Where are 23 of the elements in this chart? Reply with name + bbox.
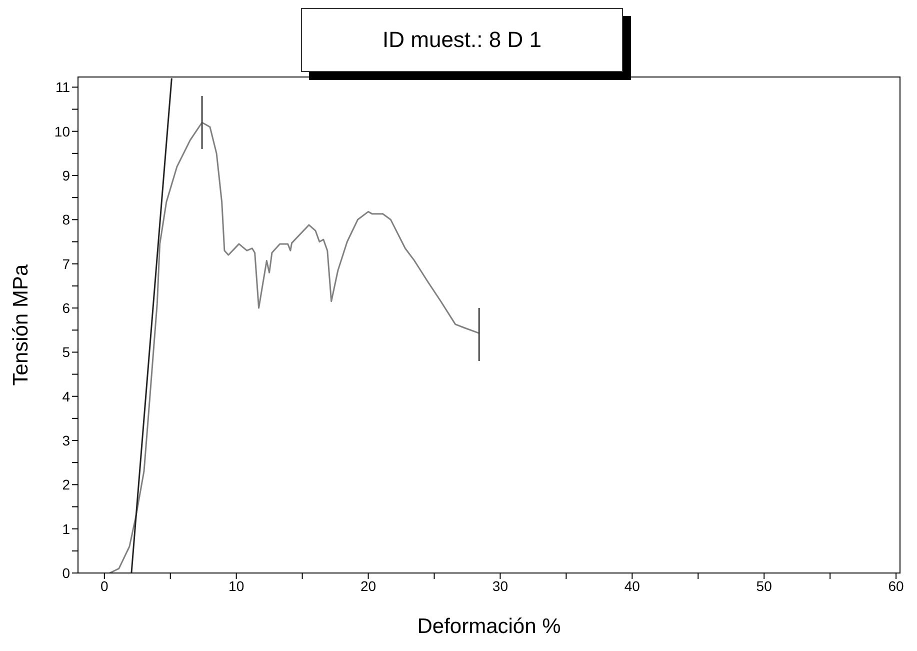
y-axis-title: Tensión MPa bbox=[9, 264, 32, 386]
y-tick-label: 10 bbox=[54, 123, 70, 140]
y-tick-label: 7 bbox=[62, 256, 70, 272]
y-tick-label: 0 bbox=[62, 564, 70, 581]
y-tick-label: 2 bbox=[62, 476, 70, 493]
x-tick-label: 10 bbox=[228, 578, 244, 594]
x-axis-title: Deformación % bbox=[417, 615, 561, 638]
x-tick-label: 40 bbox=[624, 578, 640, 594]
x-tick-label: 60 bbox=[888, 578, 904, 594]
x-tick-label: 20 bbox=[360, 578, 376, 594]
chart-title: ID muest.: 8 D 1 bbox=[301, 8, 623, 72]
y-tick-label: 5 bbox=[62, 344, 70, 360]
x-tick-label: 0 bbox=[100, 578, 108, 594]
y-tick-label: 9 bbox=[62, 167, 70, 184]
line-series bbox=[108, 122, 480, 573]
y-tick-label: 6 bbox=[62, 300, 70, 316]
y-tick-label: 1 bbox=[62, 520, 70, 537]
y-tick-label: 8 bbox=[62, 212, 70, 228]
y-tick-label: 3 bbox=[62, 432, 70, 448]
x-tick-label: 50 bbox=[756, 578, 772, 594]
y-tick-label: 4 bbox=[62, 388, 70, 404]
x-tick-label: 30 bbox=[492, 578, 508, 594]
y-tick-label: 11 bbox=[55, 79, 70, 96]
